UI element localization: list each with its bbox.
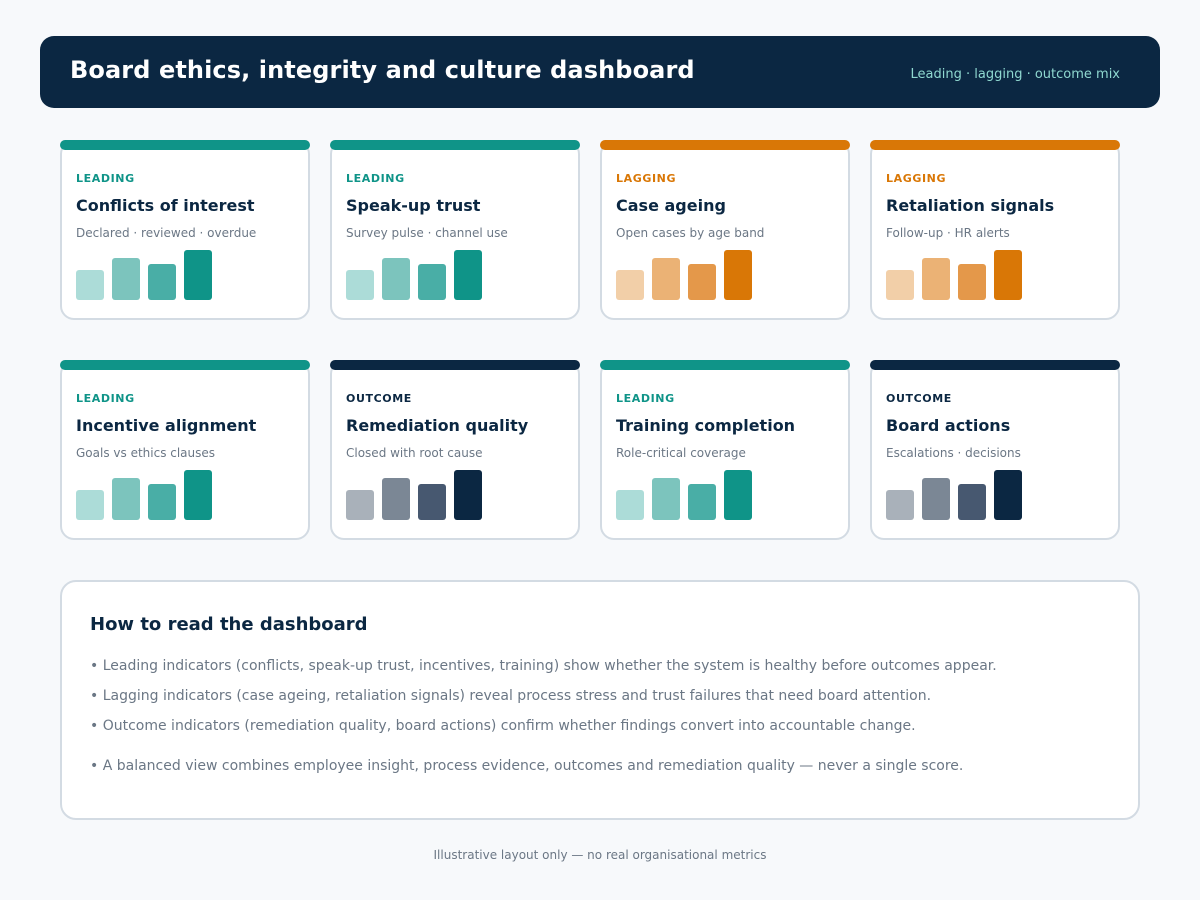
card-title: Conflicts of interest: [76, 196, 255, 215]
card-accent-bar: [870, 140, 1120, 150]
card-subtitle: Declared · reviewed · overdue: [76, 226, 257, 240]
page-title: Board ethics, integrity and culture dash…: [70, 56, 695, 84]
footer-note: Illustrative layout only — no real organ…: [433, 848, 767, 862]
card-category-tag: LAGGING: [616, 172, 677, 185]
reading-guide-title: How to read the dashboard: [90, 614, 368, 635]
card-title: Training completion: [616, 416, 796, 435]
mini-bar: [922, 258, 950, 300]
card-category-tag: LEADING: [76, 392, 135, 405]
card-title: Remediation quality: [346, 416, 529, 435]
mini-bar: [958, 484, 986, 520]
card-title: Retaliation signals: [886, 196, 1055, 215]
mini-bar: [382, 258, 410, 300]
indicator-card: LEADING Training completion Role-critical …: [600, 360, 850, 540]
mini-bar: [454, 250, 482, 300]
mini-bar: [346, 490, 374, 520]
card-subtitle: Closed with root cause: [346, 446, 483, 460]
mini-bar: [184, 470, 212, 520]
mini-bar: [112, 258, 140, 300]
card-accent-bar: [60, 140, 310, 150]
mini-bar-chart: [76, 248, 226, 300]
mini-bar: [454, 470, 482, 520]
header-subtitle: Leading · lagging · outcome mix: [910, 67, 1120, 82]
mini-bar-chart: [346, 248, 496, 300]
mini-bar: [418, 484, 446, 520]
mini-bar: [652, 258, 680, 300]
card-subtitle: Role-critical coverage: [616, 446, 746, 460]
card-accent-bar: [600, 360, 850, 370]
mini-bar: [688, 264, 716, 300]
mini-bar: [148, 264, 176, 300]
card-category-tag: OUTCOME: [886, 392, 952, 405]
mini-bar: [184, 250, 212, 300]
mini-bar-chart: [76, 468, 226, 520]
mini-bar: [994, 470, 1022, 520]
guide-line-leading: • Leading indicators (conflicts, speak-u…: [90, 658, 997, 674]
card-subtitle: Survey pulse · channel use: [346, 226, 508, 240]
mini-bar: [418, 264, 446, 300]
reading-guide-panel: How to read the dashboard • Leading indi…: [60, 580, 1140, 820]
indicator-card: OUTCOME Remediation quality Closed with ro…: [330, 360, 580, 540]
mini-bar: [112, 478, 140, 520]
mini-bar: [382, 478, 410, 520]
mini-bar: [688, 484, 716, 520]
mini-bar: [994, 250, 1022, 300]
indicator-card: OUTCOME Board actions Escalations · decisi…: [870, 360, 1120, 540]
mini-bar-chart: [616, 248, 766, 300]
card-subtitle: Follow-up · HR alerts: [886, 226, 1010, 240]
card-title: Incentive alignment: [76, 416, 257, 435]
card-accent-bar: [870, 360, 1120, 370]
mini-bar-chart: [616, 468, 766, 520]
card-accent-bar: [330, 140, 580, 150]
card-category-tag: OUTCOME: [346, 392, 412, 405]
card-accent-bar: [60, 360, 310, 370]
mini-bar: [886, 490, 914, 520]
guide-line-outcome: • Outcome indicators (remediation qualit…: [90, 718, 916, 734]
card-category-tag: LEADING: [76, 172, 135, 185]
indicator-card: LAGGING Case ageing Open cases by age band: [600, 140, 850, 320]
mini-bar: [724, 250, 752, 300]
guide-line-balanced: • A balanced view combines employee insi…: [90, 758, 964, 774]
card-title: Board actions: [886, 416, 1011, 435]
card-category-tag: LEADING: [616, 392, 675, 405]
mini-bar: [652, 478, 680, 520]
card-category-tag: LEADING: [346, 172, 405, 185]
indicator-card: LEADING Incentive alignment Goals vs ethic…: [60, 360, 310, 540]
mini-bar: [616, 270, 644, 300]
mini-bar: [724, 470, 752, 520]
dashboard-header: Board ethics, integrity and culture dash…: [40, 36, 1160, 108]
card-subtitle: Escalations · decisions: [886, 446, 1021, 460]
indicator-card: LEADING Conflicts of interest Declared · r…: [60, 140, 310, 320]
indicator-card: LEADING Speak-up trust Survey pulse · chan…: [330, 140, 580, 320]
mini-bar: [148, 484, 176, 520]
mini-bar: [346, 270, 374, 300]
guide-line-lagging: • Lagging indicators (case ageing, retal…: [90, 688, 932, 704]
mini-bar-chart: [886, 468, 1036, 520]
card-accent-bar: [330, 360, 580, 370]
card-subtitle: Goals vs ethics clauses: [76, 446, 216, 460]
mini-bar: [958, 264, 986, 300]
mini-bar: [616, 490, 644, 520]
card-title: Speak-up trust: [346, 196, 481, 215]
card-accent-bar: [600, 140, 850, 150]
indicator-card: LAGGING Retaliation signals Follow-up · HR…: [870, 140, 1120, 320]
card-subtitle: Open cases by age band: [616, 226, 765, 240]
mini-bar: [886, 270, 914, 300]
mini-bar: [922, 478, 950, 520]
mini-bar-chart: [886, 248, 1036, 300]
mini-bar: [76, 270, 104, 300]
mini-bar: [76, 490, 104, 520]
card-title: Case ageing: [616, 196, 726, 215]
card-category-tag: LAGGING: [886, 172, 947, 185]
mini-bar-chart: [346, 468, 496, 520]
